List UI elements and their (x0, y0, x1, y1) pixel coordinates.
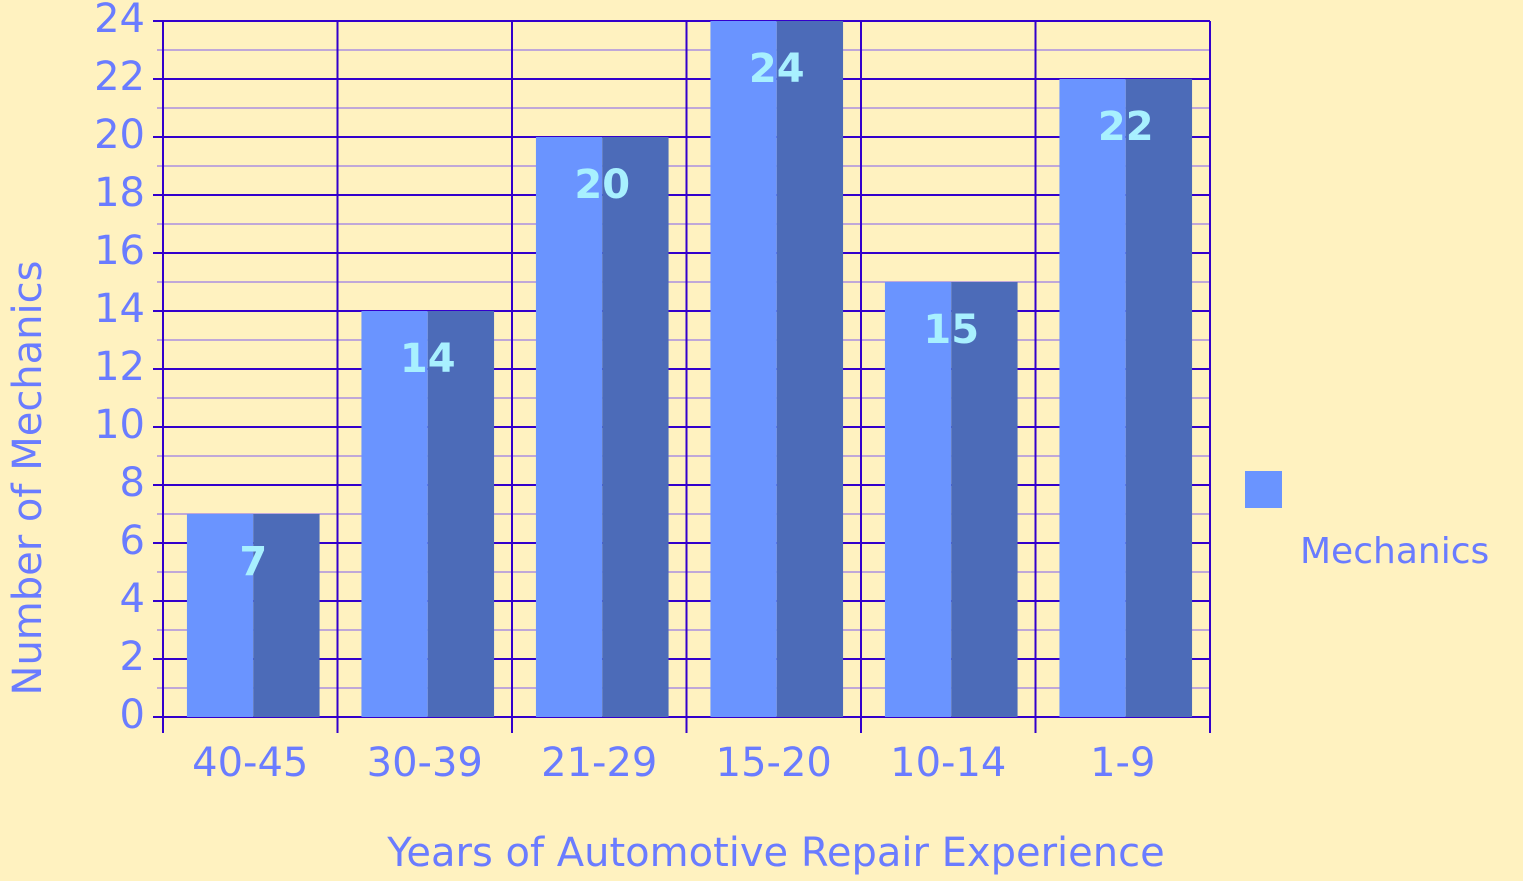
x-tick-label: 30-39 (367, 740, 483, 786)
bar (361, 311, 495, 717)
value-label: 22 (1098, 104, 1154, 150)
bar-left-face (361, 311, 428, 717)
y-tick-label: 0 (120, 692, 145, 738)
bar (884, 282, 1018, 717)
x-tick-label: 10-14 (890, 740, 1006, 786)
y-tick-label: 4 (120, 576, 145, 622)
x-tick-label: 40-45 (192, 740, 308, 786)
y-tick-label: 18 (94, 170, 145, 216)
bar-right-face (776, 21, 844, 717)
bar (535, 137, 669, 717)
value-label: 20 (574, 162, 630, 208)
x-tick-label: 1-9 (1090, 740, 1155, 786)
bar-right-face (951, 282, 1018, 717)
bar-right-face (602, 137, 669, 717)
legend-label: Mechanics (1300, 531, 1489, 572)
y-tick-label: 10 (94, 402, 145, 448)
bar-left-face (186, 514, 254, 717)
y-tick-label: 14 (94, 286, 145, 332)
value-label: 7 (239, 539, 267, 585)
bar-right-face (253, 514, 320, 717)
bar-right-face (427, 311, 495, 717)
y-tick-label: 24 (94, 0, 145, 42)
x-axis-title: Years of Automotive Repair Experience (386, 830, 1164, 876)
bar (710, 21, 844, 717)
y-tick-label: 6 (120, 518, 145, 564)
value-label: 15 (923, 307, 979, 353)
bar-left-face (710, 21, 777, 717)
x-tick-label: 15-20 (716, 740, 832, 786)
y-tick-label: 20 (94, 112, 145, 158)
bar-left-face (884, 282, 952, 717)
value-label: 14 (400, 336, 456, 382)
value-label: 24 (749, 46, 805, 92)
bar-right-face (1125, 79, 1193, 717)
x-tick-label: 21-29 (541, 740, 657, 786)
legend-swatch (1245, 471, 1282, 508)
y-tick-label: 16 (94, 228, 145, 274)
bar (1059, 79, 1193, 717)
bar-left-face (1059, 79, 1126, 717)
y-tick-label: 2 (120, 634, 145, 680)
bar-left-face (535, 137, 603, 717)
y-axis-title: Number of Mechanics (5, 261, 51, 696)
y-tick-label: 12 (94, 344, 145, 390)
y-tick-label: 22 (94, 54, 145, 100)
y-tick-label: 8 (120, 460, 145, 506)
bar (186, 514, 320, 717)
